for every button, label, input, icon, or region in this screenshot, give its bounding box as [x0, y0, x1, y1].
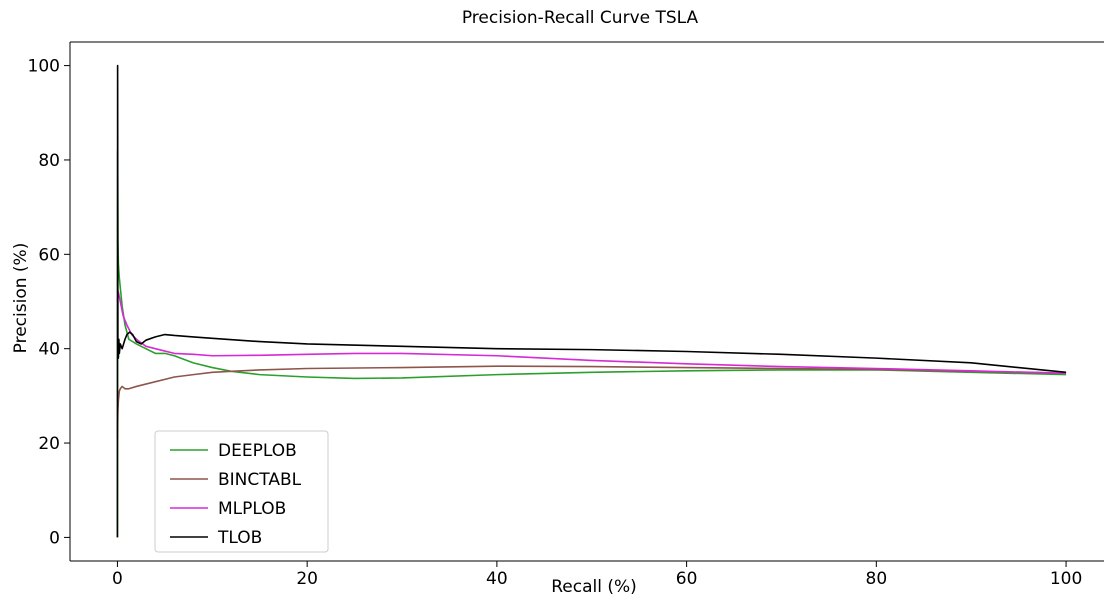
- x-tick-label: 60: [676, 569, 698, 589]
- x-tick-label: 0: [112, 569, 123, 589]
- x-tick-label: 100: [1050, 569, 1082, 589]
- plot-frame: [69, 41, 1104, 562]
- legend-items: DEEPLOB BINCTABL MLPLOB TLOB: [170, 441, 302, 548]
- series-line-binctabl: [116, 365, 1067, 439]
- y-tick-label: 100: [28, 57, 60, 77]
- legend-label-binctabl: BINCTABL: [218, 470, 302, 490]
- series-line-tlob: [116, 64, 1067, 538]
- legend-box: [154, 430, 329, 553]
- x-tick-label: 80: [866, 569, 888, 589]
- legend-label-mlplob: MLPLOB: [218, 499, 286, 519]
- legend: DEEPLOB BINCTABL MLPLOB TLOB: [154, 430, 329, 553]
- y-axis-label: Precision (%): [11, 243, 31, 354]
- y-tick-label: 40: [38, 340, 60, 360]
- x-tick-label: 40: [486, 569, 508, 589]
- series-line-deeplob: [116, 149, 1067, 538]
- y-tick-label: 0: [49, 528, 60, 548]
- series-layer: [116, 64, 1067, 538]
- x-axis: 0 20 40 60 80 100: [112, 561, 1082, 589]
- legend-label-tlob: TLOB: [217, 528, 262, 548]
- y-axis: 0 20 40 60 80 100: [28, 57, 70, 548]
- series-line-mlplob: [116, 291, 1067, 375]
- x-axis-label: Recall (%): [551, 577, 637, 597]
- legend-label-deeplob: DEEPLOB: [218, 441, 297, 461]
- y-tick-label: 60: [38, 245, 60, 265]
- chart-title: Precision-Recall Curve TSLA: [462, 8, 699, 28]
- x-tick-label: 20: [296, 569, 318, 589]
- y-tick-label: 80: [38, 151, 60, 171]
- y-tick-label: 20: [38, 434, 60, 454]
